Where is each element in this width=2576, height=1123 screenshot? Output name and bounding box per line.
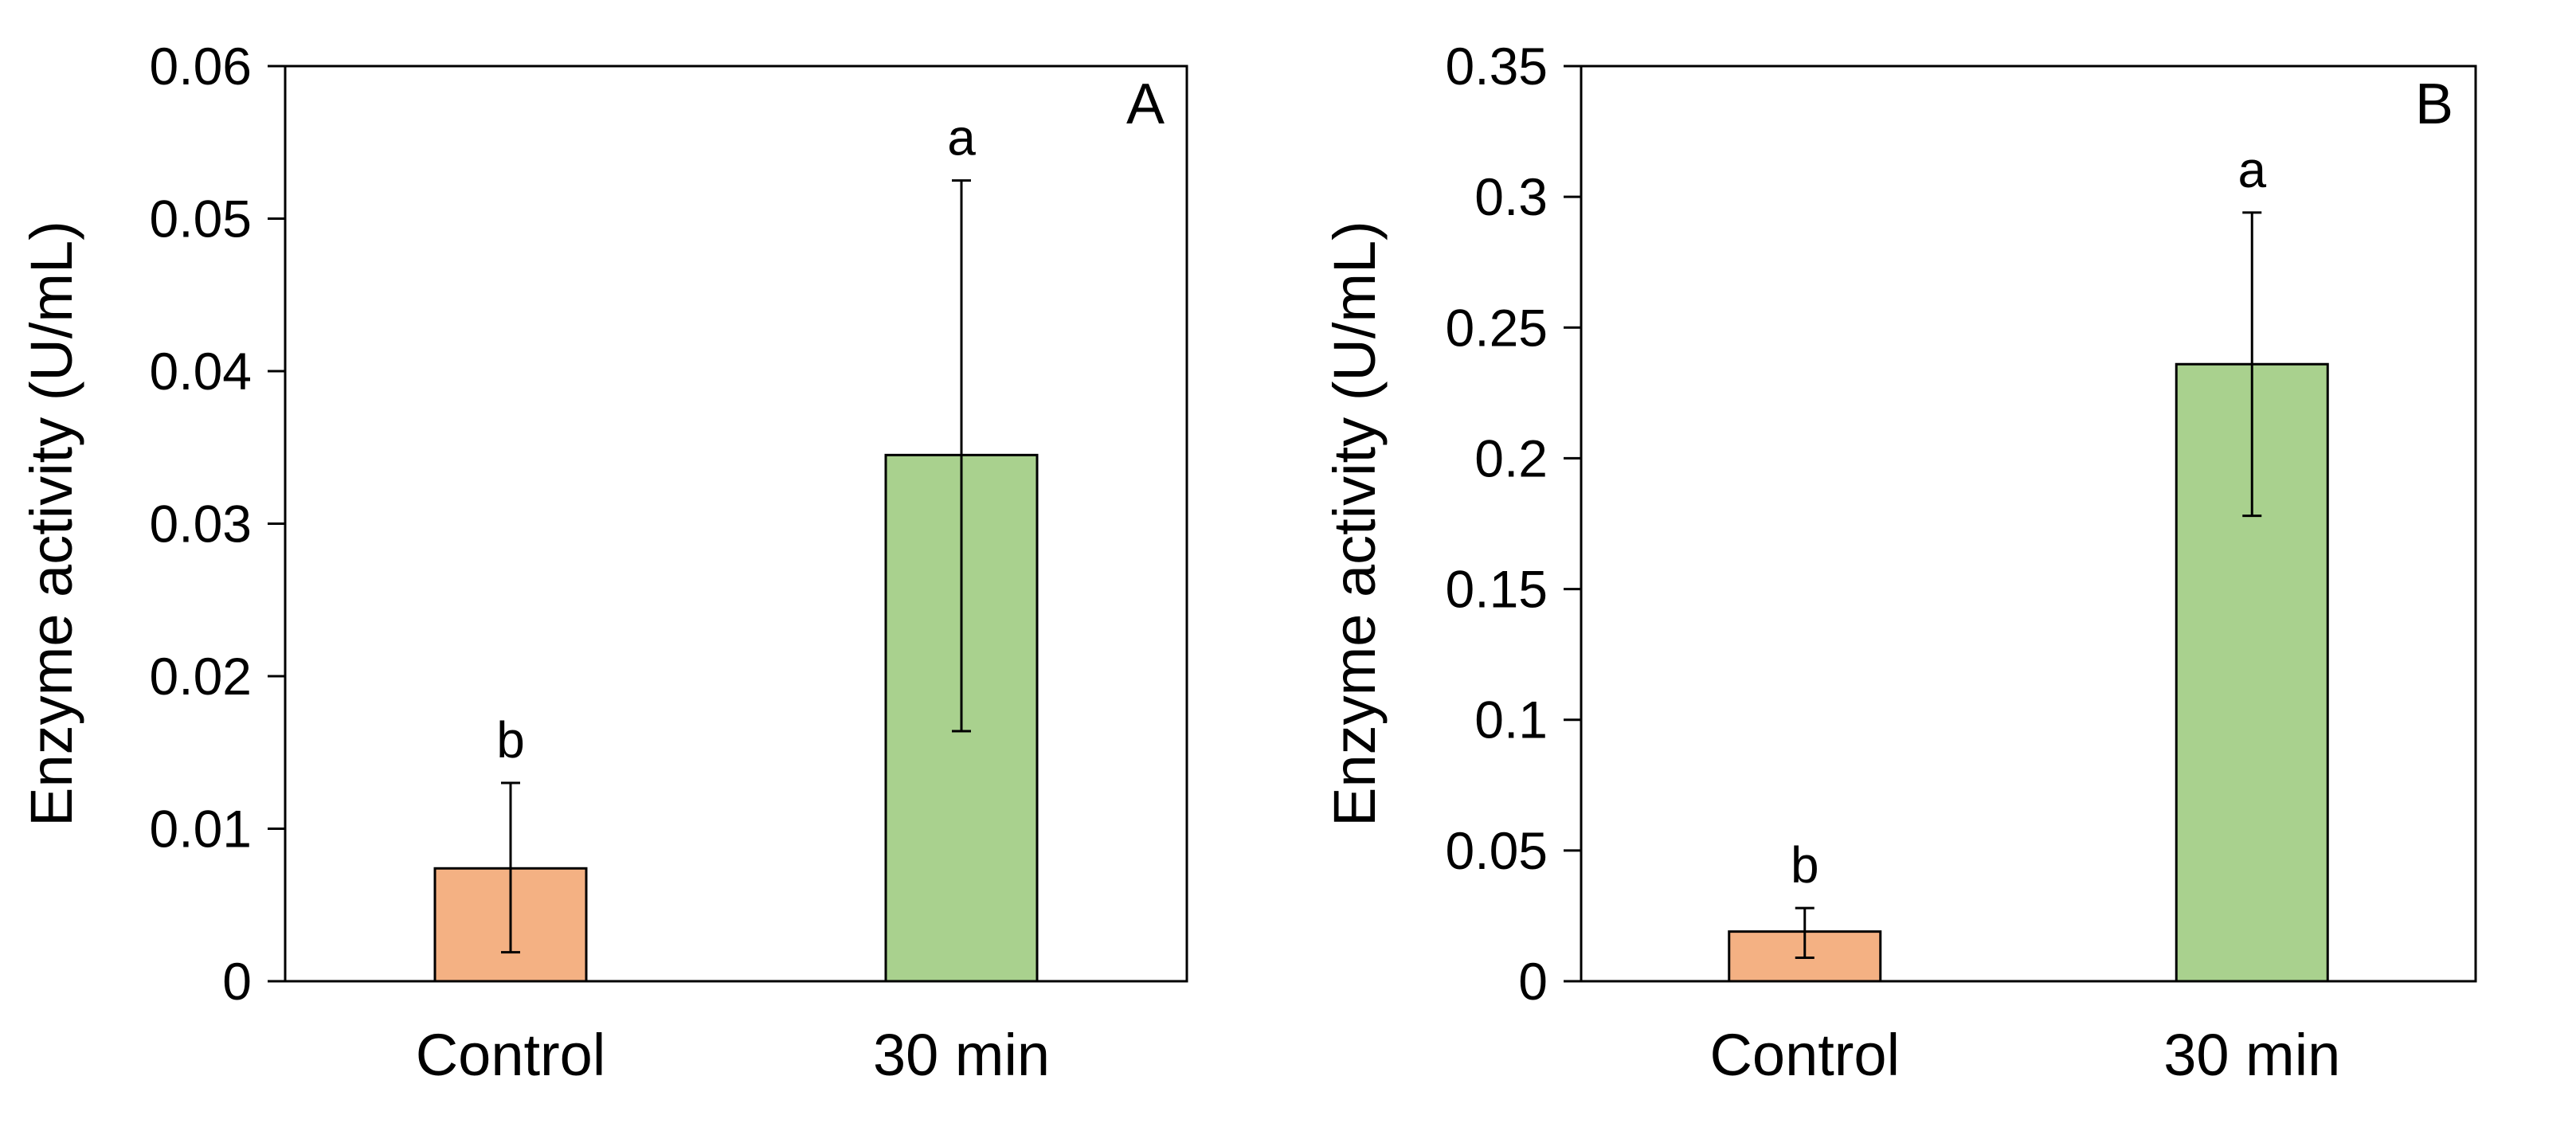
panel-a-category-label: 30 min [873, 1022, 1050, 1088]
panel-b-y-tick-label: 0.1 [1474, 691, 1548, 749]
panel-b-significance-letter: b [1791, 836, 1819, 894]
panel-b-significance-letter: a [2237, 141, 2266, 198]
panel-b-y-tick-label: 0.05 [1446, 821, 1548, 880]
panel-b-y-tick-label: 0.25 [1446, 298, 1548, 357]
panel-b-category-label: Control [1709, 1022, 1900, 1088]
panel-b-y-tick-label: 0.35 [1446, 37, 1548, 96]
panel-b-y-tick-label: 0 [1518, 952, 1548, 1011]
panel-a-significance-letter: a [947, 109, 976, 166]
panel-b-y-tick-label: 0.2 [1474, 428, 1548, 487]
panel-a-y-tick-label: 0.05 [150, 190, 252, 248]
panel-a-category-label: Control [416, 1022, 606, 1088]
panel-b-y-tick-label: 0.3 [1474, 167, 1548, 226]
panel-a-y-tick-label: 0.06 [150, 37, 252, 96]
panel-a-y-tick-label: 0.03 [150, 495, 252, 554]
panel-b-category-label: 30 min [2163, 1022, 2340, 1088]
panel-b-plot-frame [1580, 65, 2477, 983]
panel-a-plot-frame [284, 65, 1188, 983]
panel-a-y-tick-label: 0 [222, 952, 252, 1011]
panel-a-significance-letter: b [496, 711, 525, 769]
panel-a-y-axis-title: Enzyme activity (U/mL) [18, 221, 84, 827]
panel-b-chart: 0 0.05 0.1 0.15 0.2 0.25 0.3 0.35 b Control a 30 mi… [1321, 37, 2477, 1088]
panel-b-y-axis-title: Enzyme activity (U/mL) [1321, 221, 1388, 827]
panel-b-panel-tag: B [2415, 72, 2453, 136]
panel-a-y-tick-label: 0.01 [150, 800, 252, 859]
panel-b-y-tick-label: 0.15 [1446, 560, 1548, 619]
panel-a-chart: 0 0.01 0.02 0.03 0.04 0.05 0.06 b Control a 30 min… [18, 37, 1188, 1088]
panel-a-y-tick-label: 0.04 [150, 342, 252, 401]
panel-a-panel-tag: A [1126, 72, 1165, 136]
panel-a-y-tick-label: 0.02 [150, 647, 252, 706]
